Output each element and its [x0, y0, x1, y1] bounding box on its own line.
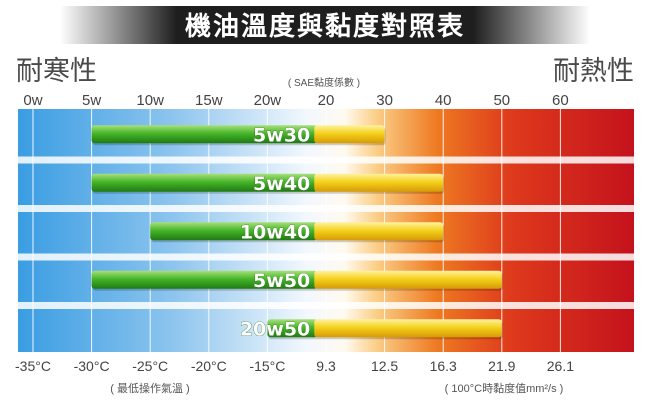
- bottom-tick-label: 12.5: [371, 358, 398, 374]
- top-tick-labels: 0w 5w 10w 15w 20w 20 30 40 50 60: [23, 92, 568, 109]
- bar-cold-segment: [267, 319, 318, 338]
- top-tick-label: 10w: [136, 92, 164, 109]
- bar-20w50: 20w50: [240, 318, 503, 341]
- viscosity-caption: ( 100°C時黏度值mm²/s ): [445, 381, 564, 395]
- heat-resistance-label: 耐熱性: [553, 56, 634, 87]
- bar-10w40: 10w40: [150, 221, 445, 244]
- bar-label: 10w40: [240, 221, 310, 243]
- chart-title: 機油溫度與黏度對照表: [185, 11, 465, 42]
- bottom-tick-label: -25°C: [132, 358, 168, 374]
- bottom-tick-label: 26.1: [547, 358, 574, 374]
- bottom-tick-label: 16.3: [430, 358, 457, 374]
- bar-label: 20w50: [240, 318, 310, 340]
- top-tick-label: 60: [552, 92, 569, 109]
- bar-cold-segment: [91, 125, 318, 144]
- top-tick-label: 20: [318, 92, 335, 109]
- sae-caption: ( SAE黏度係數 ): [288, 76, 360, 89]
- bar-5w50: 5w50: [91, 269, 503, 292]
- top-tick-label: 0w: [23, 92, 42, 109]
- top-tick-label: 20w: [254, 92, 282, 109]
- bar-label: 5w50: [253, 270, 310, 292]
- bar-label: 5w40: [253, 173, 310, 195]
- top-tick-label: 15w: [195, 92, 223, 109]
- bar-5w30: 5w30: [91, 124, 386, 147]
- bottom-tick-label: 9.3: [316, 358, 336, 374]
- cold-resistance-label: 耐寒性: [16, 56, 97, 87]
- bottom-tick-labels: -35°C -30°C -25°C -20°C -15°C 9.3 12.5 16.3 21.9…: [15, 358, 574, 374]
- bar-hot-segment: [314, 222, 444, 241]
- top-tick-label: 5w: [82, 92, 101, 109]
- bar-hot-segment: [314, 173, 444, 192]
- bar-cold-segment: [150, 222, 318, 241]
- top-tick-label: 30: [376, 92, 393, 109]
- bar-cold-segment: [91, 173, 318, 192]
- bar-cold-segment: [91, 270, 318, 289]
- top-tick-label: 50: [493, 92, 510, 109]
- bars: 5w30 5w40 10w40 5w50 20w50: [91, 124, 503, 341]
- min-temp-caption: ( 最低操作氣溫 ): [110, 381, 189, 395]
- bar-hot-segment: [314, 319, 502, 338]
- top-tick-label: 40: [435, 92, 452, 109]
- bottom-tick-label: -15°C: [249, 358, 285, 374]
- title-band: [60, 6, 590, 44]
- bar-hot-segment: [314, 270, 502, 289]
- bottom-tick-label: 21.9: [488, 358, 515, 374]
- bottom-tick-label: -20°C: [191, 358, 227, 374]
- bottom-tick-label: -35°C: [15, 358, 51, 374]
- bar-label: 5w30: [253, 124, 310, 146]
- bottom-tick-label: -30°C: [74, 358, 110, 374]
- bar-hot-segment: [314, 125, 385, 144]
- bar-5w40: 5w40: [91, 172, 445, 195]
